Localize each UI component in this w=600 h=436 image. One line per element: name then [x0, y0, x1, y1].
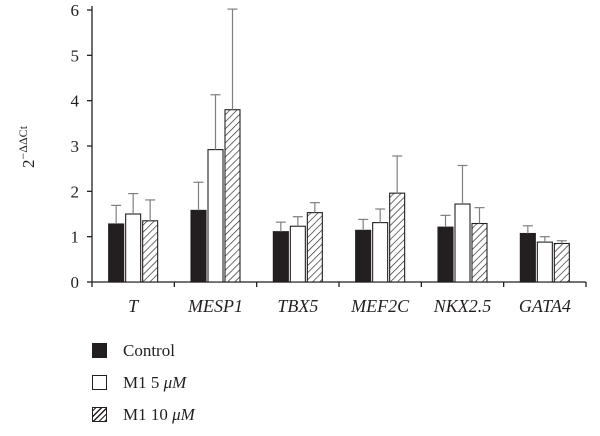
bar — [355, 229, 372, 283]
legend-label-m1-10: M1 10 μM — [123, 404, 195, 424]
bar — [536, 241, 553, 283]
bar — [125, 213, 142, 283]
legend-label-control: Control — [123, 340, 175, 360]
legend-item-m1-10: M1 10 μM — [92, 404, 195, 425]
y-tick-label: 4 — [71, 92, 80, 111]
legend-swatch-solid — [92, 343, 107, 358]
category-labels: T MESP1 TBX5 MEF2C NKX2.5 GATA4 — [128, 296, 571, 316]
bar — [207, 149, 224, 283]
bar — [224, 109, 241, 283]
legend-label-m1-5: M1 5 μM — [123, 372, 187, 392]
category-label: MESP1 — [187, 296, 243, 316]
legend-item-control: Control — [92, 340, 195, 361]
bar — [289, 225, 306, 283]
bar — [437, 226, 454, 283]
y-axis-label: 2−ΔΔCt — [16, 125, 38, 168]
legend-swatch-hatched — [92, 407, 107, 422]
category-label: GATA4 — [519, 296, 571, 316]
bars — [108, 8, 570, 283]
bar — [553, 242, 570, 283]
bar — [389, 192, 406, 283]
bar — [519, 232, 536, 283]
legend-swatch-open — [92, 375, 107, 390]
y-tick-label: 5 — [71, 46, 80, 65]
bar — [272, 231, 289, 283]
bar — [142, 220, 159, 283]
category-label: NKX2.5 — [433, 296, 492, 316]
category-label: MEF2C — [350, 296, 410, 316]
y-tick-label: 6 — [71, 1, 80, 20]
axes — [87, 6, 587, 287]
y-tick-label: 0 — [71, 273, 80, 292]
y-tick-labels: 0 1 2 3 4 5 6 — [71, 1, 80, 292]
bar — [306, 212, 323, 283]
y-tick-label: 1 — [71, 228, 80, 247]
bar — [454, 203, 471, 283]
legend: Control M1 5 μM M1 10 μM — [92, 340, 195, 436]
y-tick-label: 3 — [71, 137, 80, 156]
bar — [190, 209, 207, 283]
bar — [471, 222, 488, 283]
legend-item-m1-5: M1 5 μM — [92, 372, 195, 393]
y-tick-label: 2 — [71, 182, 80, 201]
bar — [108, 223, 125, 283]
category-label: TBX5 — [277, 296, 318, 316]
bar — [372, 222, 389, 283]
category-label: T — [128, 296, 140, 316]
